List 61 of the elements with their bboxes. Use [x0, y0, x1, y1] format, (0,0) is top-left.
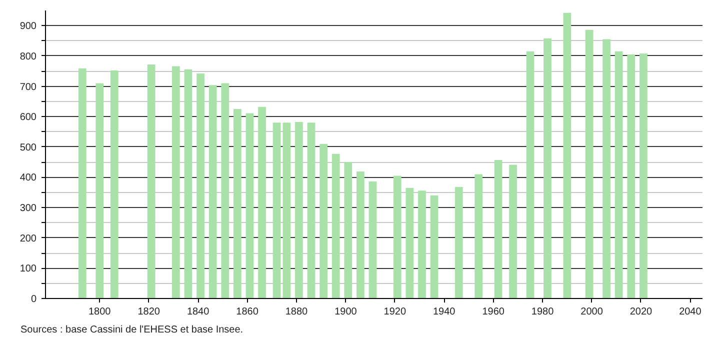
y-tick-label: 400 [20, 172, 37, 184]
y-tick-label: 800 [20, 51, 37, 62]
bar [172, 66, 180, 298]
source-note: Sources : base Cassini de l'EHESS et base Insee. [20, 324, 244, 336]
bar [474, 174, 483, 298]
bar [430, 195, 438, 298]
x-tick-label: 1980 [531, 306, 554, 318]
bar [509, 164, 517, 298]
x-tick-label: 1880 [285, 306, 308, 318]
x-tick-label: 2020 [630, 306, 653, 318]
y-tick-label: 0 [30, 294, 37, 305]
bar [208, 85, 217, 298]
x-tick-label: 2000 [580, 306, 604, 318]
bar [332, 154, 340, 298]
bar [258, 106, 266, 298]
x-tick-label: 1900 [334, 306, 358, 318]
bar [184, 69, 192, 298]
bar [585, 30, 594, 298]
bar [627, 54, 636, 298]
y-tick-label: 900 [20, 21, 37, 32]
bar [307, 122, 316, 298]
y-tick-label: 100 [20, 264, 37, 275]
y-tick-label: 300 [20, 203, 37, 214]
y-tick-label: 500 [20, 142, 37, 154]
bar [96, 83, 104, 298]
bar [418, 190, 426, 298]
x-tick-label: 1940 [433, 306, 456, 318]
bar [544, 38, 552, 298]
bar [246, 113, 254, 298]
bar [526, 51, 534, 298]
y-tick-label: 700 [20, 82, 37, 93]
bar [602, 39, 610, 298]
y-tick-label: 600 [20, 112, 37, 124]
bar [196, 74, 204, 298]
bar [406, 188, 414, 298]
bar [282, 122, 291, 298]
bar [640, 54, 648, 298]
bar [356, 171, 364, 298]
bar [454, 186, 463, 298]
x-tick-label: 1800 [88, 306, 112, 318]
x-tick-label: 1860 [236, 306, 259, 318]
bar [393, 176, 402, 298]
bar [272, 122, 281, 298]
bar [494, 160, 502, 298]
bar [614, 51, 623, 298]
bar [78, 68, 86, 298]
x-tick-label: 2040 [679, 306, 702, 318]
x-tick-label: 1920 [384, 306, 406, 318]
bar [344, 162, 352, 298]
bar [320, 144, 328, 298]
x-tick-label: 1820 [138, 306, 160, 318]
bar [110, 70, 118, 298]
bar [295, 122, 303, 298]
bar [368, 181, 377, 298]
x-tick-label: 1960 [482, 306, 505, 318]
bar [233, 109, 242, 298]
bar [147, 64, 156, 298]
x-tick-label: 1840 [186, 306, 210, 318]
bar [221, 83, 230, 298]
y-tick-label: 200 [20, 233, 37, 244]
bar [563, 12, 572, 298]
